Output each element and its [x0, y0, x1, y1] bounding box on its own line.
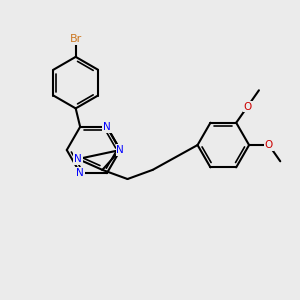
- Text: N: N: [74, 154, 82, 164]
- Text: Br: Br: [70, 34, 82, 44]
- Text: N: N: [76, 168, 84, 178]
- Text: N: N: [116, 145, 124, 155]
- Text: O: O: [265, 140, 273, 150]
- Text: O: O: [243, 101, 252, 112]
- Text: N: N: [103, 122, 111, 132]
